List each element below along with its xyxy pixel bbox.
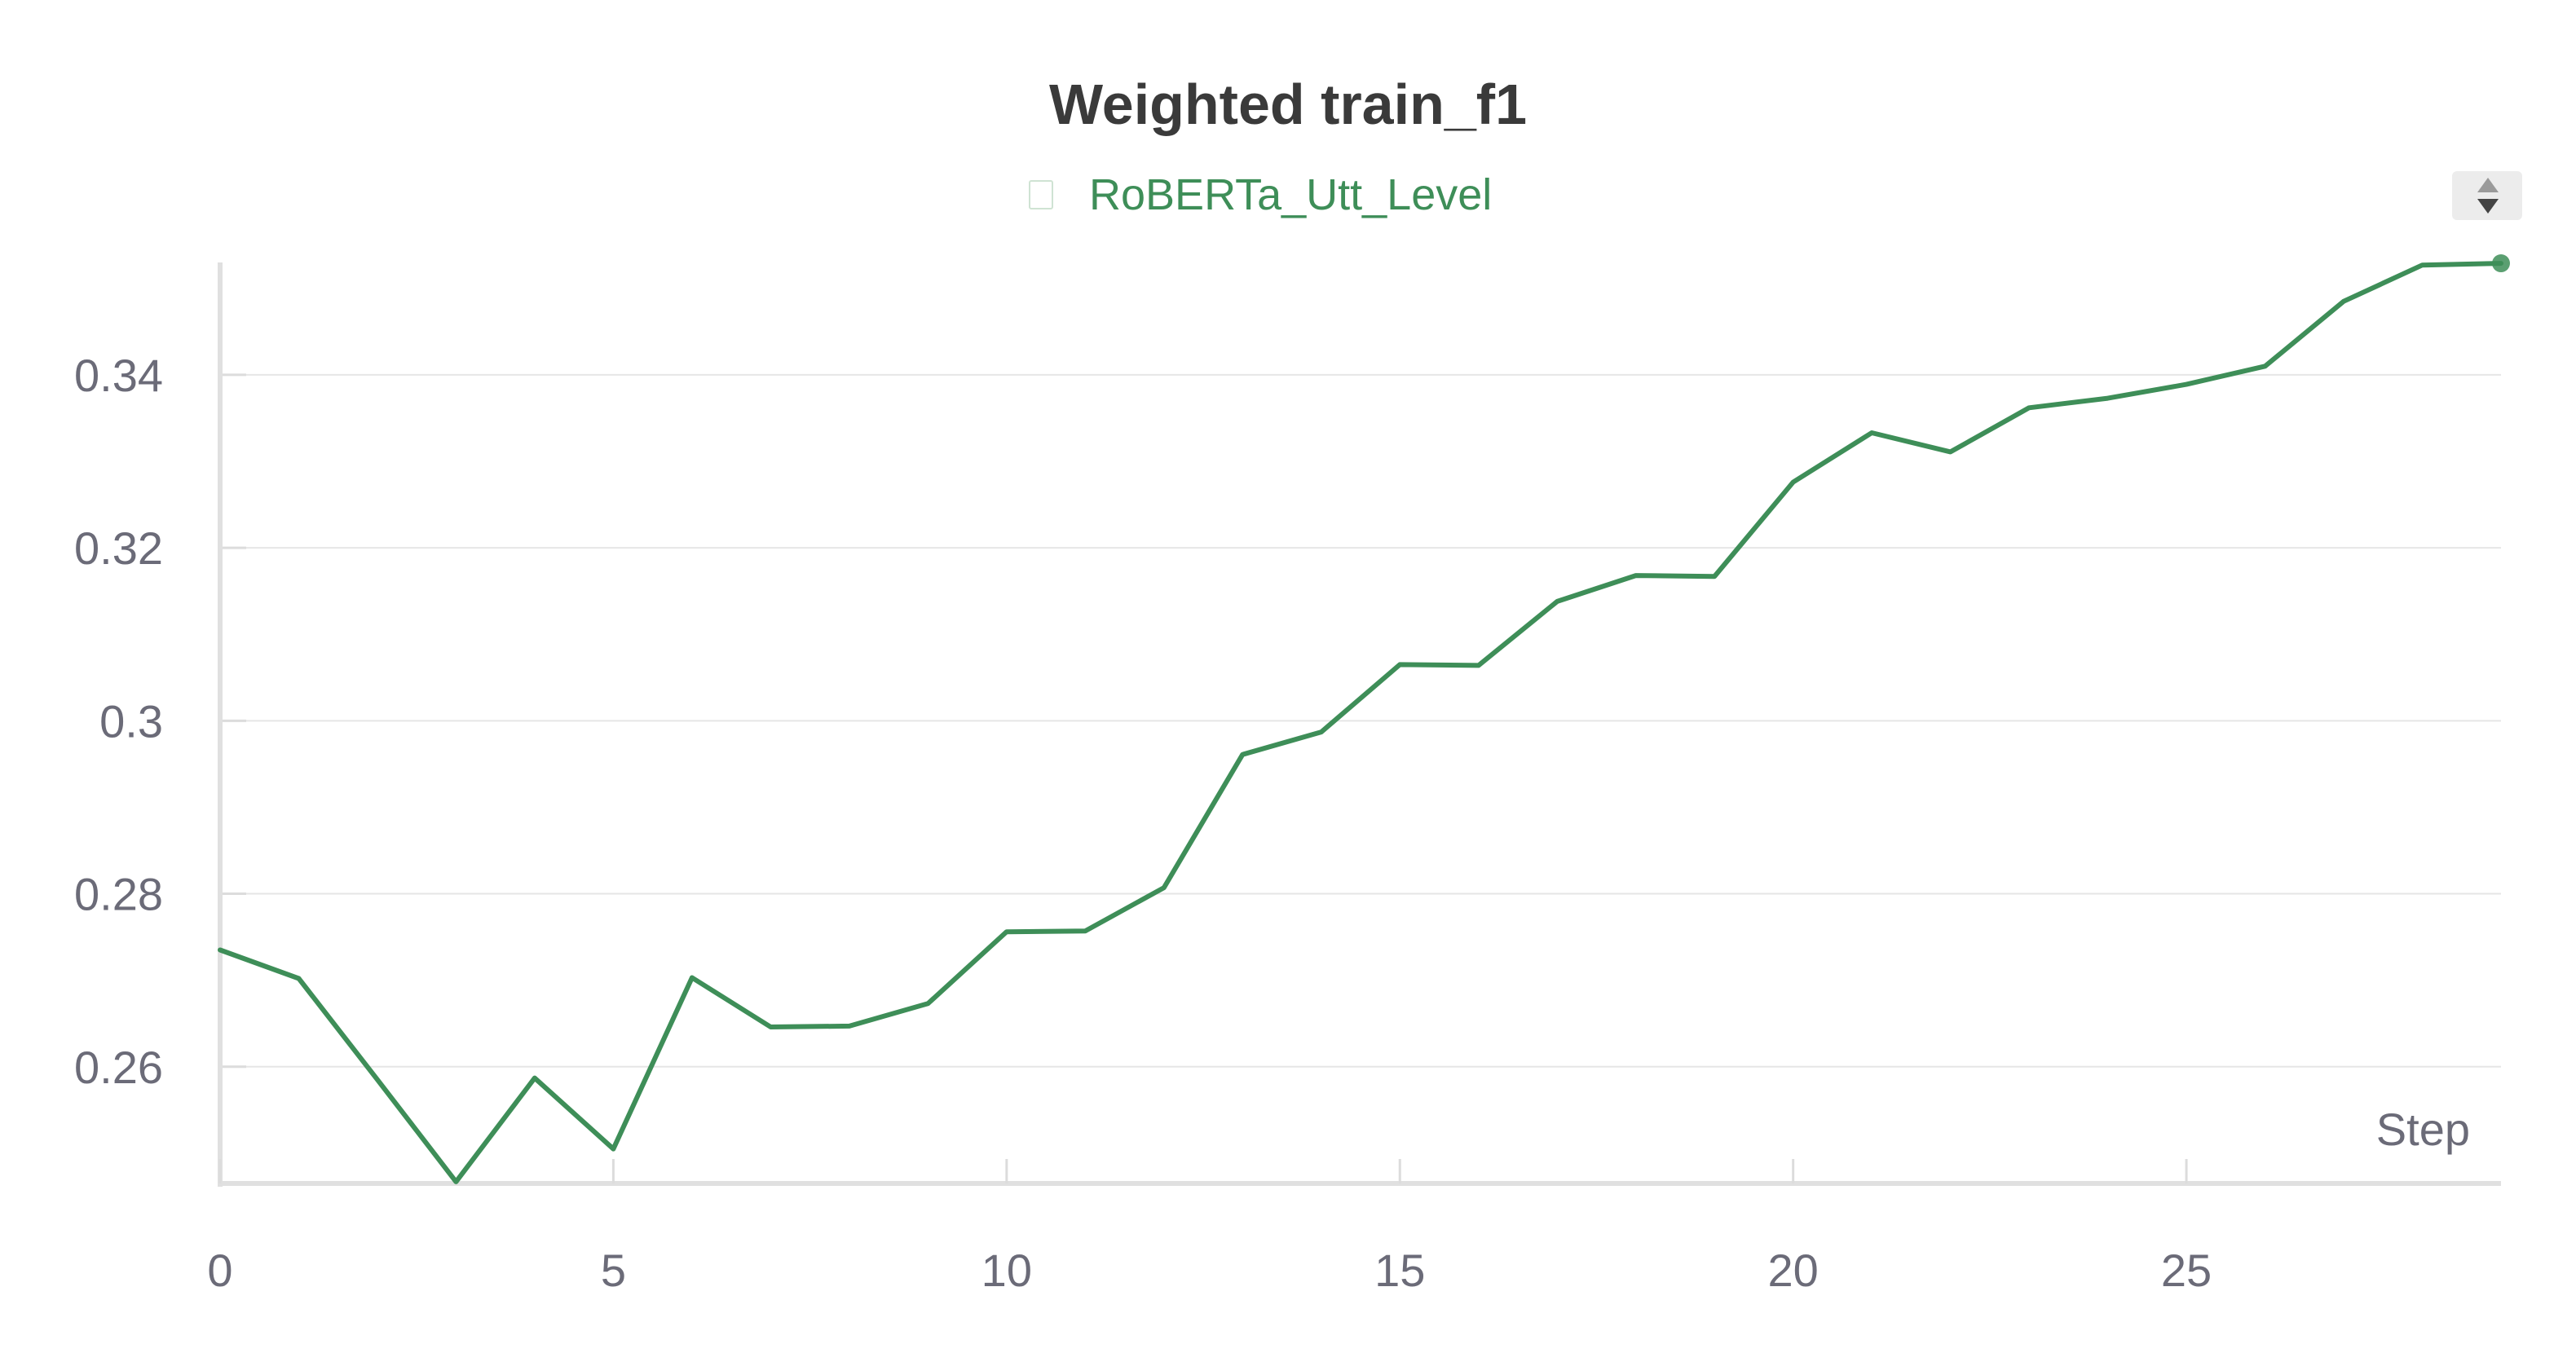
legend[interactable]: RoBERTa_Utt_Level [1029, 170, 1492, 220]
chevron-down-icon[interactable] [2477, 199, 2499, 214]
x-tick-label: 15 [1374, 1245, 1425, 1296]
chart-title: Weighted train_f1 [1048, 73, 1527, 136]
legend-scroll-control[interactable] [2452, 171, 2522, 220]
x-tick-label: 10 [981, 1245, 1032, 1296]
y-tick-label: 0.26 [74, 1042, 163, 1093]
x-tick-label: 25 [2161, 1245, 2212, 1296]
y-tick-label: 0.32 [74, 522, 163, 574]
chevron-up-icon[interactable] [2477, 178, 2499, 192]
last-point-marker [2492, 254, 2510, 273]
x-tick-label: 20 [1768, 1245, 1819, 1296]
series-line [218, 261, 2503, 1184]
y-tick-label: 0.3 [99, 695, 163, 747]
y-tick-label: 0.34 [74, 350, 163, 401]
x-tick-label: 5 [601, 1245, 626, 1296]
x-tick-label: 0 [207, 1245, 232, 1296]
legend-swatch [1029, 180, 1053, 209]
legend-label: RoBERTa_Utt_Level [1089, 170, 1493, 219]
x-axis-label: Step [2376, 1104, 2470, 1155]
y-tick-label: 0.28 [74, 869, 163, 920]
